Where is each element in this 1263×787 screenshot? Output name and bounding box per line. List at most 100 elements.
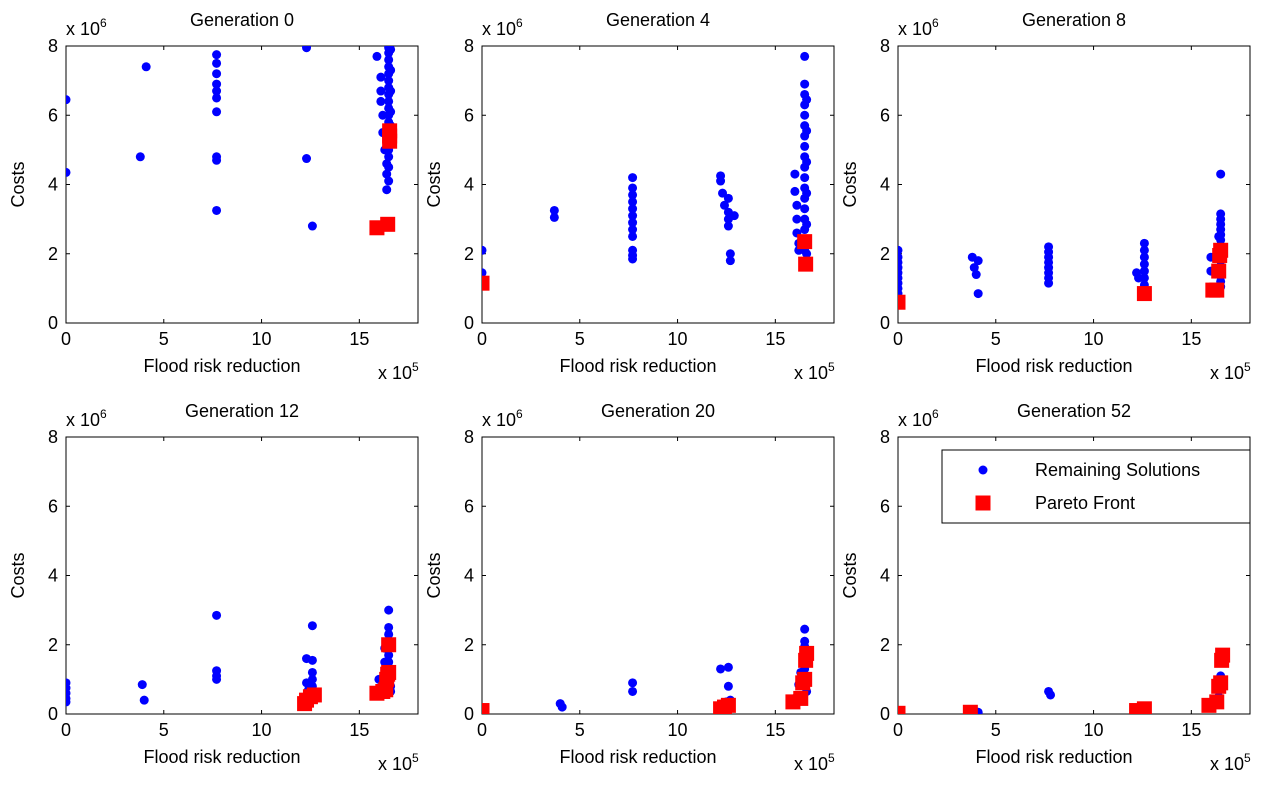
y-tick-label: 2: [464, 635, 474, 655]
solution-point: [628, 678, 638, 688]
y-tick-label: 6: [48, 496, 58, 516]
y-tick-label: 4: [48, 566, 58, 586]
legend-label: Pareto Front: [1035, 493, 1135, 513]
x-tick-label: 5: [575, 720, 585, 740]
x-tick-label: 0: [477, 329, 487, 349]
solution-point: [628, 190, 638, 200]
solution-point: [137, 680, 147, 690]
pareto-point: [381, 637, 397, 653]
solution-point: [800, 624, 810, 634]
pareto-point: [898, 294, 906, 310]
solution-point: [384, 55, 394, 65]
x-tick-label: 5: [575, 329, 585, 349]
y-tick-label: 4: [880, 175, 890, 195]
solution-point: [628, 173, 638, 183]
x-axis-label: Flood risk reduction: [559, 747, 716, 767]
y-axis-label: Costs: [840, 161, 860, 207]
x-tick-label: 10: [668, 720, 688, 740]
x-tick-label: 10: [252, 329, 272, 349]
plot-marks: [66, 46, 398, 236]
y-tick-label: 2: [48, 244, 58, 264]
solution-point: [800, 141, 810, 151]
legend-marker-circle: [978, 465, 988, 475]
pareto-point: [1136, 701, 1152, 714]
solution-point: [719, 200, 729, 210]
solution-point: [382, 185, 392, 195]
solution-point: [1044, 278, 1054, 288]
solution-point: [725, 249, 735, 259]
solution-point: [969, 263, 979, 273]
solution-point: [66, 697, 71, 707]
y-tick-label: 0: [464, 313, 474, 333]
solution-point: [212, 79, 222, 89]
x-tick-label: 0: [893, 720, 903, 740]
panel-4: Generation 20 0 5 10 15 0 2 4 6 8 Flood risk reduc…: [424, 401, 835, 774]
solution-point: [802, 95, 812, 105]
solution-point: [628, 197, 638, 207]
y-exponent-label: x 106: [66, 407, 107, 430]
solution-point: [723, 221, 733, 231]
x-exponent-label: x 105: [1210, 751, 1251, 774]
axes-box: [481, 45, 835, 324]
solution-point: [482, 245, 487, 255]
solution-point: [482, 268, 487, 278]
x-tick-label: 0: [477, 720, 487, 740]
y-tick-label: 0: [48, 313, 58, 333]
solution-point: [723, 681, 733, 691]
solution-point: [212, 86, 222, 96]
solution-point: [139, 695, 149, 705]
solution-point: [384, 76, 394, 86]
solution-point: [790, 169, 800, 179]
solution-point: [628, 204, 638, 214]
panel-2: Generation 8 0 5 10 15 0 2 4 6 8 Flood risk reduct…: [840, 10, 1251, 383]
solution-point: [1139, 273, 1149, 283]
solution-point: [549, 212, 559, 222]
x-axis-label: Flood risk reduction: [143, 747, 300, 767]
solution-point: [792, 214, 802, 224]
solution-point: [628, 225, 638, 235]
panel-title: Generation 8: [1022, 10, 1126, 30]
x-tick-label: 5: [991, 720, 1001, 740]
plot-marks: [898, 647, 1231, 714]
panel-title: Generation 20: [601, 401, 715, 421]
solution-point: [384, 176, 394, 186]
y-tick-label: 0: [880, 704, 890, 724]
solution-point: [1216, 169, 1226, 179]
solution-point: [66, 167, 71, 177]
y-tick-label: 0: [48, 704, 58, 724]
solution-point: [800, 110, 810, 120]
y-tick-label: 2: [880, 244, 890, 264]
x-tick-label: 0: [893, 329, 903, 349]
pareto-point: [799, 645, 815, 661]
pareto-point: [382, 123, 398, 139]
solution-point: [557, 702, 567, 712]
pareto-point: [1209, 282, 1225, 298]
panel-title: Generation 4: [606, 10, 710, 30]
solution-point: [384, 96, 394, 106]
y-axis-label: Costs: [424, 552, 444, 598]
x-exponent-label: x 105: [378, 360, 419, 383]
x-tick-label: 10: [252, 720, 272, 740]
solution-point: [800, 173, 810, 183]
solution-point: [723, 193, 733, 203]
solution-point: [973, 256, 983, 266]
solution-point: [386, 86, 396, 96]
solution-point: [802, 126, 812, 136]
axes-box: [481, 436, 835, 715]
y-tick-label: 8: [880, 36, 890, 56]
pareto-point: [381, 664, 397, 680]
y-tick-label: 8: [880, 427, 890, 447]
solution-point: [1139, 252, 1149, 262]
y-tick-label: 0: [464, 704, 474, 724]
solution-point: [802, 249, 812, 259]
solution-point: [628, 686, 638, 696]
y-tick-label: 2: [464, 244, 474, 264]
solution-point: [628, 218, 638, 228]
solution-point: [376, 96, 386, 106]
solution-point: [307, 667, 317, 677]
solution-point: [716, 176, 726, 186]
pareto-point: [962, 704, 978, 714]
solution-point: [382, 169, 392, 179]
y-tick-label: 6: [880, 496, 890, 516]
